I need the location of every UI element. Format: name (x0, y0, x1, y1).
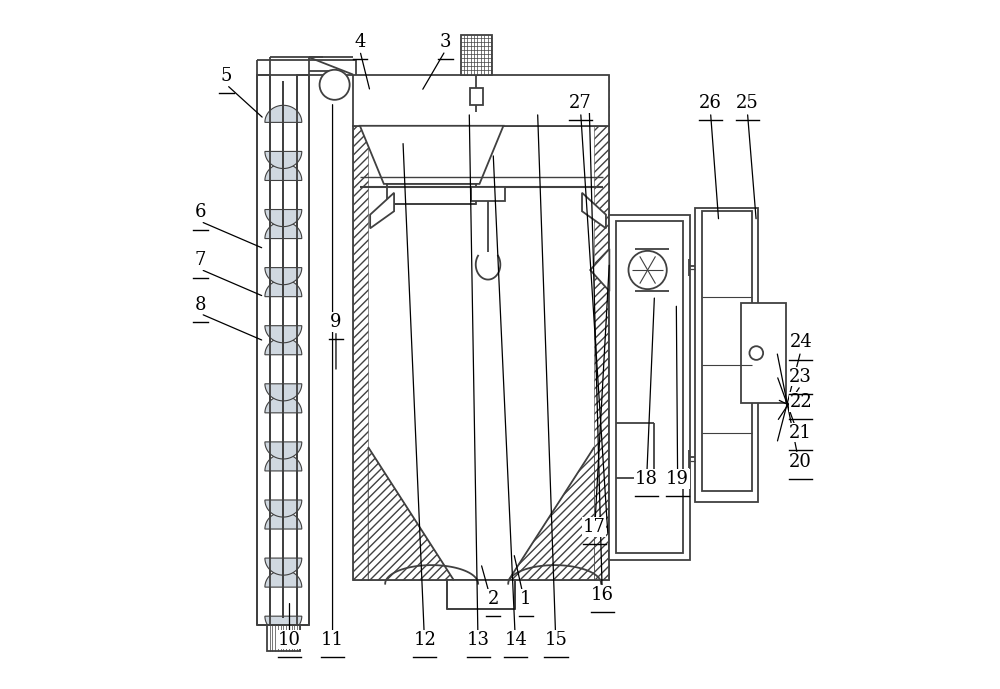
Bar (297, 74, 309, 625)
Text: 7: 7 (195, 251, 206, 269)
Bar (353, 126, 368, 580)
Polygon shape (265, 512, 302, 529)
Bar (594, 126, 609, 580)
Polygon shape (265, 163, 302, 181)
Bar (741, 303, 786, 402)
Polygon shape (370, 193, 394, 228)
Bar (387, 184, 476, 205)
Bar (616, 221, 683, 553)
Bar (447, 580, 515, 609)
Text: 23: 23 (789, 367, 812, 386)
Text: 11: 11 (321, 630, 344, 648)
Text: 10: 10 (278, 630, 301, 648)
Text: 26: 26 (699, 94, 722, 112)
Bar (267, 625, 300, 650)
Polygon shape (265, 395, 302, 413)
Polygon shape (265, 558, 302, 575)
Bar (461, 35, 492, 74)
Circle shape (320, 70, 350, 100)
Text: 6: 6 (195, 203, 206, 221)
Text: 22: 22 (789, 393, 812, 411)
Polygon shape (360, 126, 503, 184)
Circle shape (628, 251, 667, 289)
Bar (257, 74, 270, 625)
Polygon shape (265, 454, 302, 471)
Polygon shape (265, 105, 302, 123)
Text: 5: 5 (221, 67, 232, 85)
Polygon shape (265, 221, 302, 238)
Text: 3: 3 (440, 32, 451, 50)
Text: 27: 27 (569, 94, 592, 112)
Polygon shape (265, 152, 302, 169)
Polygon shape (582, 193, 606, 228)
Text: 24: 24 (789, 333, 812, 351)
Text: 9: 9 (330, 313, 342, 331)
Polygon shape (265, 616, 302, 633)
Polygon shape (265, 500, 302, 517)
Bar (353, 126, 609, 580)
Polygon shape (265, 280, 302, 297)
Text: 12: 12 (413, 630, 436, 648)
Text: 18: 18 (635, 470, 658, 488)
Text: 19: 19 (666, 470, 689, 488)
Polygon shape (265, 384, 302, 401)
Polygon shape (265, 326, 302, 343)
Text: 8: 8 (195, 296, 206, 313)
Text: 2: 2 (487, 590, 499, 608)
Polygon shape (265, 338, 302, 355)
Text: 21: 21 (789, 424, 812, 442)
Text: 17: 17 (583, 518, 606, 536)
Text: 14: 14 (504, 630, 527, 648)
Text: 20: 20 (789, 453, 812, 471)
Circle shape (749, 346, 763, 360)
Bar (695, 208, 758, 502)
Bar (297, 74, 309, 625)
Polygon shape (265, 442, 302, 459)
Polygon shape (590, 249, 609, 291)
Text: 1: 1 (520, 590, 532, 608)
Text: 4: 4 (354, 32, 366, 50)
Polygon shape (265, 209, 302, 227)
Text: 25: 25 (736, 94, 759, 112)
Bar (257, 74, 270, 625)
Bar (353, 74, 609, 126)
Bar (470, 88, 483, 105)
Bar (702, 212, 752, 491)
Polygon shape (265, 570, 302, 587)
Bar (609, 215, 690, 559)
Bar (471, 187, 505, 201)
Text: 16: 16 (591, 586, 614, 604)
Polygon shape (265, 267, 302, 285)
Bar (353, 74, 609, 126)
Text: 15: 15 (545, 630, 567, 648)
Text: 13: 13 (467, 630, 490, 648)
